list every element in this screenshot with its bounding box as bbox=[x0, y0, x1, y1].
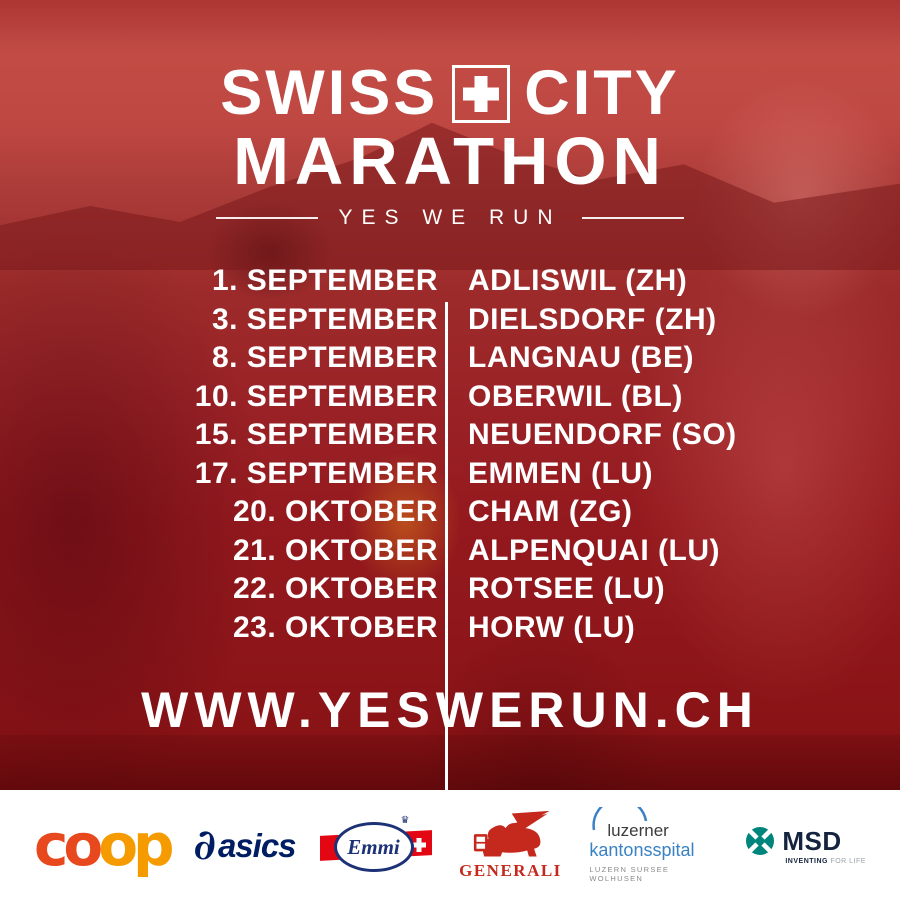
swiss-cross-icon bbox=[452, 64, 511, 123]
race-date: 21. OKTOBER bbox=[233, 533, 438, 567]
msd-tagline-bold: INVENTING bbox=[785, 857, 828, 865]
race-location: NEUENDORF (SO) bbox=[468, 418, 737, 452]
coop-part1: co bbox=[33, 811, 103, 879]
schedule-row: 20. OKTOBER CHAM (ZG) bbox=[0, 493, 900, 532]
race-date: 8. SEPTEMBER bbox=[211, 341, 438, 375]
arc-icon bbox=[592, 806, 648, 831]
schedule-row: 22. OKTOBER ROTSEE (LU) bbox=[0, 570, 900, 609]
emmi-logo: Emmi ♛ bbox=[319, 814, 432, 876]
race-location: OBERWIL (BL) bbox=[468, 379, 683, 413]
race-schedule: 1. SEPTEMBER ADLISWIL (ZH) 3. SEPTEMBER … bbox=[0, 262, 900, 880]
race-location: CHAM (ZG) bbox=[468, 495, 633, 529]
asics-wordmark: asics bbox=[217, 826, 297, 864]
coop-wordmark: coop bbox=[34, 816, 175, 874]
schedule-row: 17. SEPTEMBER EMMEN (LU) bbox=[0, 455, 900, 494]
msd-globe-icon bbox=[746, 826, 775, 855]
race-location: EMMEN (LU) bbox=[468, 456, 653, 490]
tagline: YES WE RUN bbox=[0, 206, 900, 230]
msd-tagline-light: FOR LIFE bbox=[830, 857, 866, 865]
luzerner-line1: luzerner bbox=[607, 820, 669, 840]
title-line2: MARATHON bbox=[233, 124, 667, 199]
race-location: ADLISWIL (ZH) bbox=[468, 264, 688, 298]
tagline-text: YES WE RUN bbox=[338, 206, 562, 229]
race-date: 22. OKTOBER bbox=[233, 572, 438, 606]
coop-part2: op bbox=[98, 811, 174, 879]
generali-wordmark: GENERALI bbox=[459, 860, 562, 880]
generali-logo: GENERALI bbox=[455, 810, 565, 881]
schedule-row: 10. SEPTEMBER OBERWIL (BL) bbox=[0, 378, 900, 417]
luzerner-line2: kantonsspital bbox=[589, 840, 695, 861]
msd-tagline: INVENTING FOR LIFE bbox=[785, 858, 866, 865]
race-location: HORW (LU) bbox=[468, 610, 636, 644]
generali-lion-icon bbox=[474, 810, 551, 856]
race-date: 17. SEPTEMBER bbox=[194, 456, 438, 490]
race-location: ROTSEE (LU) bbox=[468, 572, 666, 606]
title-line1: SWISS CITY bbox=[0, 62, 900, 125]
race-date: 20. OKTOBER bbox=[233, 495, 438, 529]
schedule-row: 15. SEPTEMBER NEUENDORF (SO) bbox=[0, 416, 900, 455]
column-divider bbox=[445, 302, 448, 880]
luzerner-kantonsspital-logo: luzerner kantonsspital LUZERN SURSEE WOL… bbox=[589, 806, 721, 884]
coop-logo: coop bbox=[34, 816, 175, 874]
title-right: CITY bbox=[524, 58, 680, 128]
asics-logo: ∂ asics bbox=[193, 820, 297, 869]
luzerner-line3: LUZERN SURSEE WOLHUSEN bbox=[589, 865, 670, 884]
schedule-row: 1. SEPTEMBER ADLISWIL (ZH) bbox=[0, 262, 900, 301]
emmi-oval: Emmi bbox=[333, 822, 414, 872]
ground-shadow bbox=[0, 735, 900, 790]
website-url: WWW.YESWERUN.CH bbox=[141, 682, 759, 738]
race-date: 1. SEPTEMBER bbox=[211, 264, 438, 298]
sponsor-band: coop ∂ asics Emmi ♛ GE bbox=[0, 790, 900, 900]
race-date: 23. OKTOBER bbox=[233, 610, 438, 644]
tagline-right-rule bbox=[581, 217, 684, 219]
schedule-row: 8. SEPTEMBER LANGNAU (BE) bbox=[0, 339, 900, 378]
race-date: 3. SEPTEMBER bbox=[211, 302, 438, 336]
msd-logo: MSD INVENTING FOR LIFE bbox=[745, 826, 866, 865]
race-date: 10. SEPTEMBER bbox=[194, 379, 438, 413]
race-location: ALPENQUAI (LU) bbox=[468, 533, 720, 567]
msd-wordmark: MSD bbox=[782, 825, 842, 856]
schedule-row: 21. OKTOBER ALPENQUAI (LU) bbox=[0, 532, 900, 571]
tagline-left-rule bbox=[216, 217, 319, 219]
title-left: SWISS bbox=[220, 58, 439, 128]
asics-spiral-icon: ∂ bbox=[193, 820, 216, 869]
race-location: LANGNAU (BE) bbox=[468, 341, 694, 375]
emmi-wordmark: Emmi bbox=[347, 834, 400, 859]
race-location: DIELSDORF (ZH) bbox=[468, 302, 717, 336]
schedule-row: 23. OKTOBER HORW (LU) bbox=[0, 609, 900, 648]
schedule-row: 3. SEPTEMBER DIELSDORF (ZH) bbox=[0, 301, 900, 340]
race-date: 15. SEPTEMBER bbox=[194, 418, 438, 452]
crown-icon: ♛ bbox=[400, 815, 410, 826]
